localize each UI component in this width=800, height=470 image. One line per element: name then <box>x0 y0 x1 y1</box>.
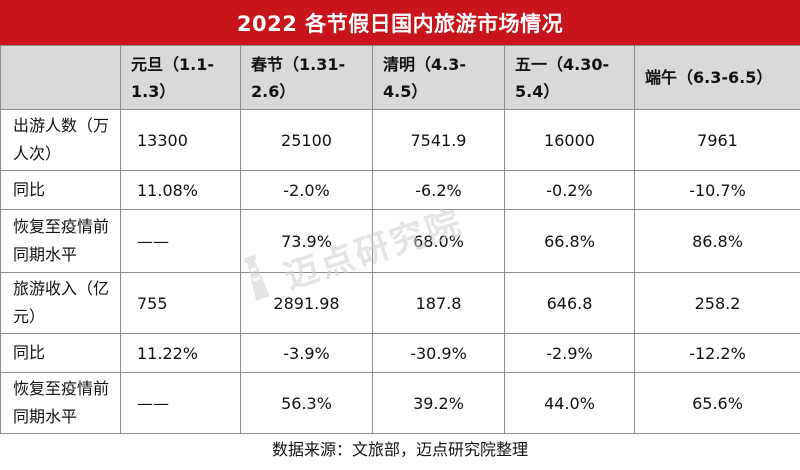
table-cell: -0.2% <box>504 170 635 210</box>
table-cell: 44.0% <box>504 372 635 434</box>
table-cell: 39.2% <box>372 372 505 434</box>
table-row: 出游人数（万人次） 13300 25100 7541.9 16000 7961 <box>0 109 800 171</box>
table-cell: -30.9% <box>372 333 505 373</box>
row-label: 同比 <box>0 333 121 373</box>
table-cell: -3.9% <box>240 333 373 373</box>
header-cell-duanwu: 端午（6.3-6.5） <box>634 45 800 110</box>
table-cell-dash: —— <box>120 209 241 273</box>
row-label: 同比 <box>0 170 121 210</box>
row-label: 出游人数（万人次） <box>0 109 121 171</box>
holiday-tourism-table: 元旦（1.1-1.3） 春节（1.31-2.6） 清明（4.3-4.5） 五一（… <box>0 45 800 434</box>
table-cell: 65.6% <box>634 372 800 434</box>
table-cell: 7961 <box>634 109 800 171</box>
table-title: 2022 各节假日国内旅游市场情况 <box>0 0 800 45</box>
table-row: 恢复至疫情前同期水平 —— 56.3% 39.2% 44.0% 65.6% <box>0 372 800 434</box>
table-cell: -2.0% <box>240 170 373 210</box>
table-cell: -2.9% <box>504 333 635 373</box>
table-cell: 258.2 <box>634 272 800 334</box>
header-cell-chunjie: 春节（1.31-2.6） <box>240 45 373 110</box>
table-cell: 11.22% <box>120 333 241 373</box>
table-cell: 86.8% <box>634 209 800 273</box>
table-cell: 11.08% <box>120 170 241 210</box>
table-cell: 73.9% <box>240 209 373 273</box>
header-row: 元旦（1.1-1.3） 春节（1.31-2.6） 清明（4.3-4.5） 五一（… <box>0 45 800 110</box>
table-cell: 2891.98 <box>240 272 373 334</box>
table-row: 恢复至疫情前同期水平 —— 73.9% 68.0% 66.8% 86.8% <box>0 209 800 273</box>
source-note: 数据来源：文旅部，迈点研究院整理 <box>271 440 528 459</box>
header-cell-empty <box>0 45 121 110</box>
header-cell-yuandan: 元旦（1.1-1.3） <box>120 45 241 110</box>
table-cell: -12.2% <box>634 333 800 373</box>
row-label: 恢复至疫情前同期水平 <box>0 372 121 434</box>
table-cell-dash: —— <box>120 372 241 434</box>
table-row: 同比 11.22% -3.9% -30.9% -2.9% -12.2% <box>0 333 800 373</box>
table-cell: 56.3% <box>240 372 373 434</box>
table-cell: 25100 <box>240 109 373 171</box>
table-cell: 16000 <box>504 109 635 171</box>
table-cell: 646.8 <box>504 272 635 334</box>
header-cell-wuyi: 五一（4.30-5.4） <box>504 45 635 110</box>
table-cell: 187.8 <box>372 272 505 334</box>
table-cell: -10.7% <box>634 170 800 210</box>
header-cell-qingming: 清明（4.3-4.5） <box>372 45 505 110</box>
table-cell: 66.8% <box>504 209 635 273</box>
table-cell: 7541.9 <box>372 109 505 171</box>
row-label: 恢复至疫情前同期水平 <box>0 209 121 273</box>
table-cell: -6.2% <box>372 170 505 210</box>
table-cell: 13300 <box>120 109 241 171</box>
row-label: 旅游收入（亿元） <box>0 272 121 334</box>
table-cell: 755 <box>120 272 241 334</box>
table-row: 同比 11.08% -2.0% -6.2% -0.2% -10.7% <box>0 170 800 210</box>
table-row: 旅游收入（亿元） 755 2891.98 187.8 646.8 258.2 <box>0 272 800 334</box>
table-cell: 68.0% <box>372 209 505 273</box>
